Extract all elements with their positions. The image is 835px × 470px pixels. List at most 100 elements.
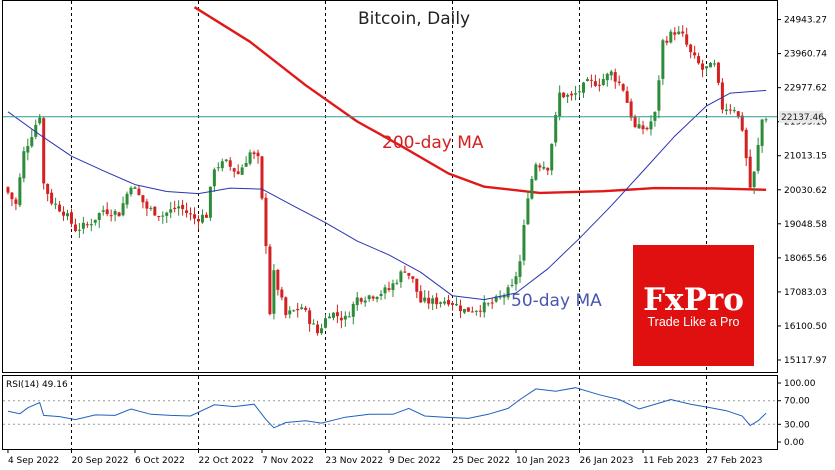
candle-up [601, 79, 605, 86]
candle-down [117, 212, 121, 217]
candle-down [641, 125, 645, 130]
candle-up [375, 296, 379, 300]
candle-up [383, 287, 387, 294]
x-tick-label: 23 Nov 2022 [325, 456, 383, 466]
candle-up [125, 193, 129, 205]
price-y-tick-label: 15117.97 [784, 356, 827, 366]
candle-down [419, 291, 423, 303]
candle-down [407, 273, 411, 276]
candle-up [129, 187, 133, 195]
candle-down [562, 92, 566, 98]
candle-down [447, 299, 451, 305]
candle-down [204, 214, 208, 218]
candle-down [296, 308, 300, 311]
candle-down [633, 116, 637, 128]
candle-down [387, 288, 391, 290]
candle-down [105, 209, 109, 215]
candle-down [693, 52, 697, 56]
candle-up [244, 163, 248, 167]
candle-down [157, 216, 161, 218]
price-y-tick-label: 20030.62 [784, 186, 827, 196]
candle-down [359, 298, 363, 302]
candle-down [145, 201, 149, 209]
candle-down [109, 215, 113, 217]
ma-200-path [193, 6, 767, 195]
candle-up [756, 145, 760, 171]
candle-up [212, 169, 216, 187]
rsi-y-tick-label: 30.00 [784, 420, 810, 430]
candle-up [677, 31, 681, 34]
rsi-line [7, 387, 767, 429]
candle-up [54, 203, 58, 205]
candle-up [558, 92, 562, 117]
candle-up [431, 298, 435, 304]
candle-down [403, 271, 407, 273]
candle-down [697, 56, 701, 64]
candle-down [252, 152, 256, 155]
candle-up [200, 214, 204, 223]
candle-up [320, 328, 324, 334]
fxpro-logo: FxPro Trade Like a Pro [633, 245, 754, 366]
candle-down [570, 93, 574, 96]
candle-up [208, 186, 212, 218]
candle-up [169, 209, 173, 213]
candle-up [578, 91, 582, 93]
candle-up [224, 159, 228, 162]
candle-up [534, 164, 538, 180]
candle-down [744, 129, 748, 159]
candle-up [522, 225, 526, 261]
price-y-tick-label: 21013.15 [784, 152, 827, 162]
candle-down [411, 276, 415, 279]
candle-down [470, 311, 474, 313]
price-y-tick-label: 24943.27 [784, 16, 827, 26]
candle-down [185, 210, 189, 214]
candle-down [141, 195, 145, 203]
candle-up [292, 310, 296, 312]
candle-down [673, 32, 677, 35]
price-y-tick-label: 23960.74 [784, 50, 827, 60]
candle-up [18, 177, 22, 206]
candle-down [260, 156, 264, 199]
candle-down [50, 192, 54, 204]
x-tick-label: 10 Jan 2023 [516, 456, 570, 466]
candle-down [546, 167, 550, 171]
candle-down [153, 206, 157, 216]
candle-down [232, 168, 236, 172]
candle-up [272, 270, 276, 314]
candle-up [77, 229, 81, 231]
candle-up [347, 316, 351, 318]
candle-up [26, 146, 30, 153]
candle-down [589, 79, 593, 81]
candle-up [566, 94, 570, 97]
candle-down [629, 101, 633, 118]
candle-up [439, 302, 443, 304]
candle-down [716, 62, 720, 83]
candle-down [701, 63, 705, 70]
candle-up [81, 222, 85, 229]
candle-up [363, 300, 367, 303]
candle-up [498, 296, 502, 298]
price-y-tick-label: 17083.03 [784, 288, 827, 298]
candle-up [637, 124, 641, 129]
candle-up [502, 295, 506, 298]
candle-down [62, 211, 66, 216]
x-tick-label: 4 Sep 2022 [8, 456, 59, 466]
candle-up [649, 121, 653, 130]
candle-up [705, 66, 709, 69]
candle-up [89, 224, 93, 226]
price-y-tick-label: 16100.50 [784, 322, 827, 332]
candle-up [367, 295, 371, 300]
candle-down [681, 31, 685, 34]
candle-down [685, 34, 689, 45]
candle-down [193, 214, 197, 219]
candle-up [657, 80, 661, 111]
candle-up [530, 178, 534, 199]
candle-up [585, 79, 589, 82]
candle-down [335, 312, 339, 317]
candle-down [736, 111, 740, 117]
candle-down [137, 188, 141, 195]
candle-down [181, 204, 185, 210]
candle-up [351, 303, 355, 317]
x-tick-label: 7 Nov 2022 [262, 456, 314, 466]
candle-down [42, 118, 46, 184]
